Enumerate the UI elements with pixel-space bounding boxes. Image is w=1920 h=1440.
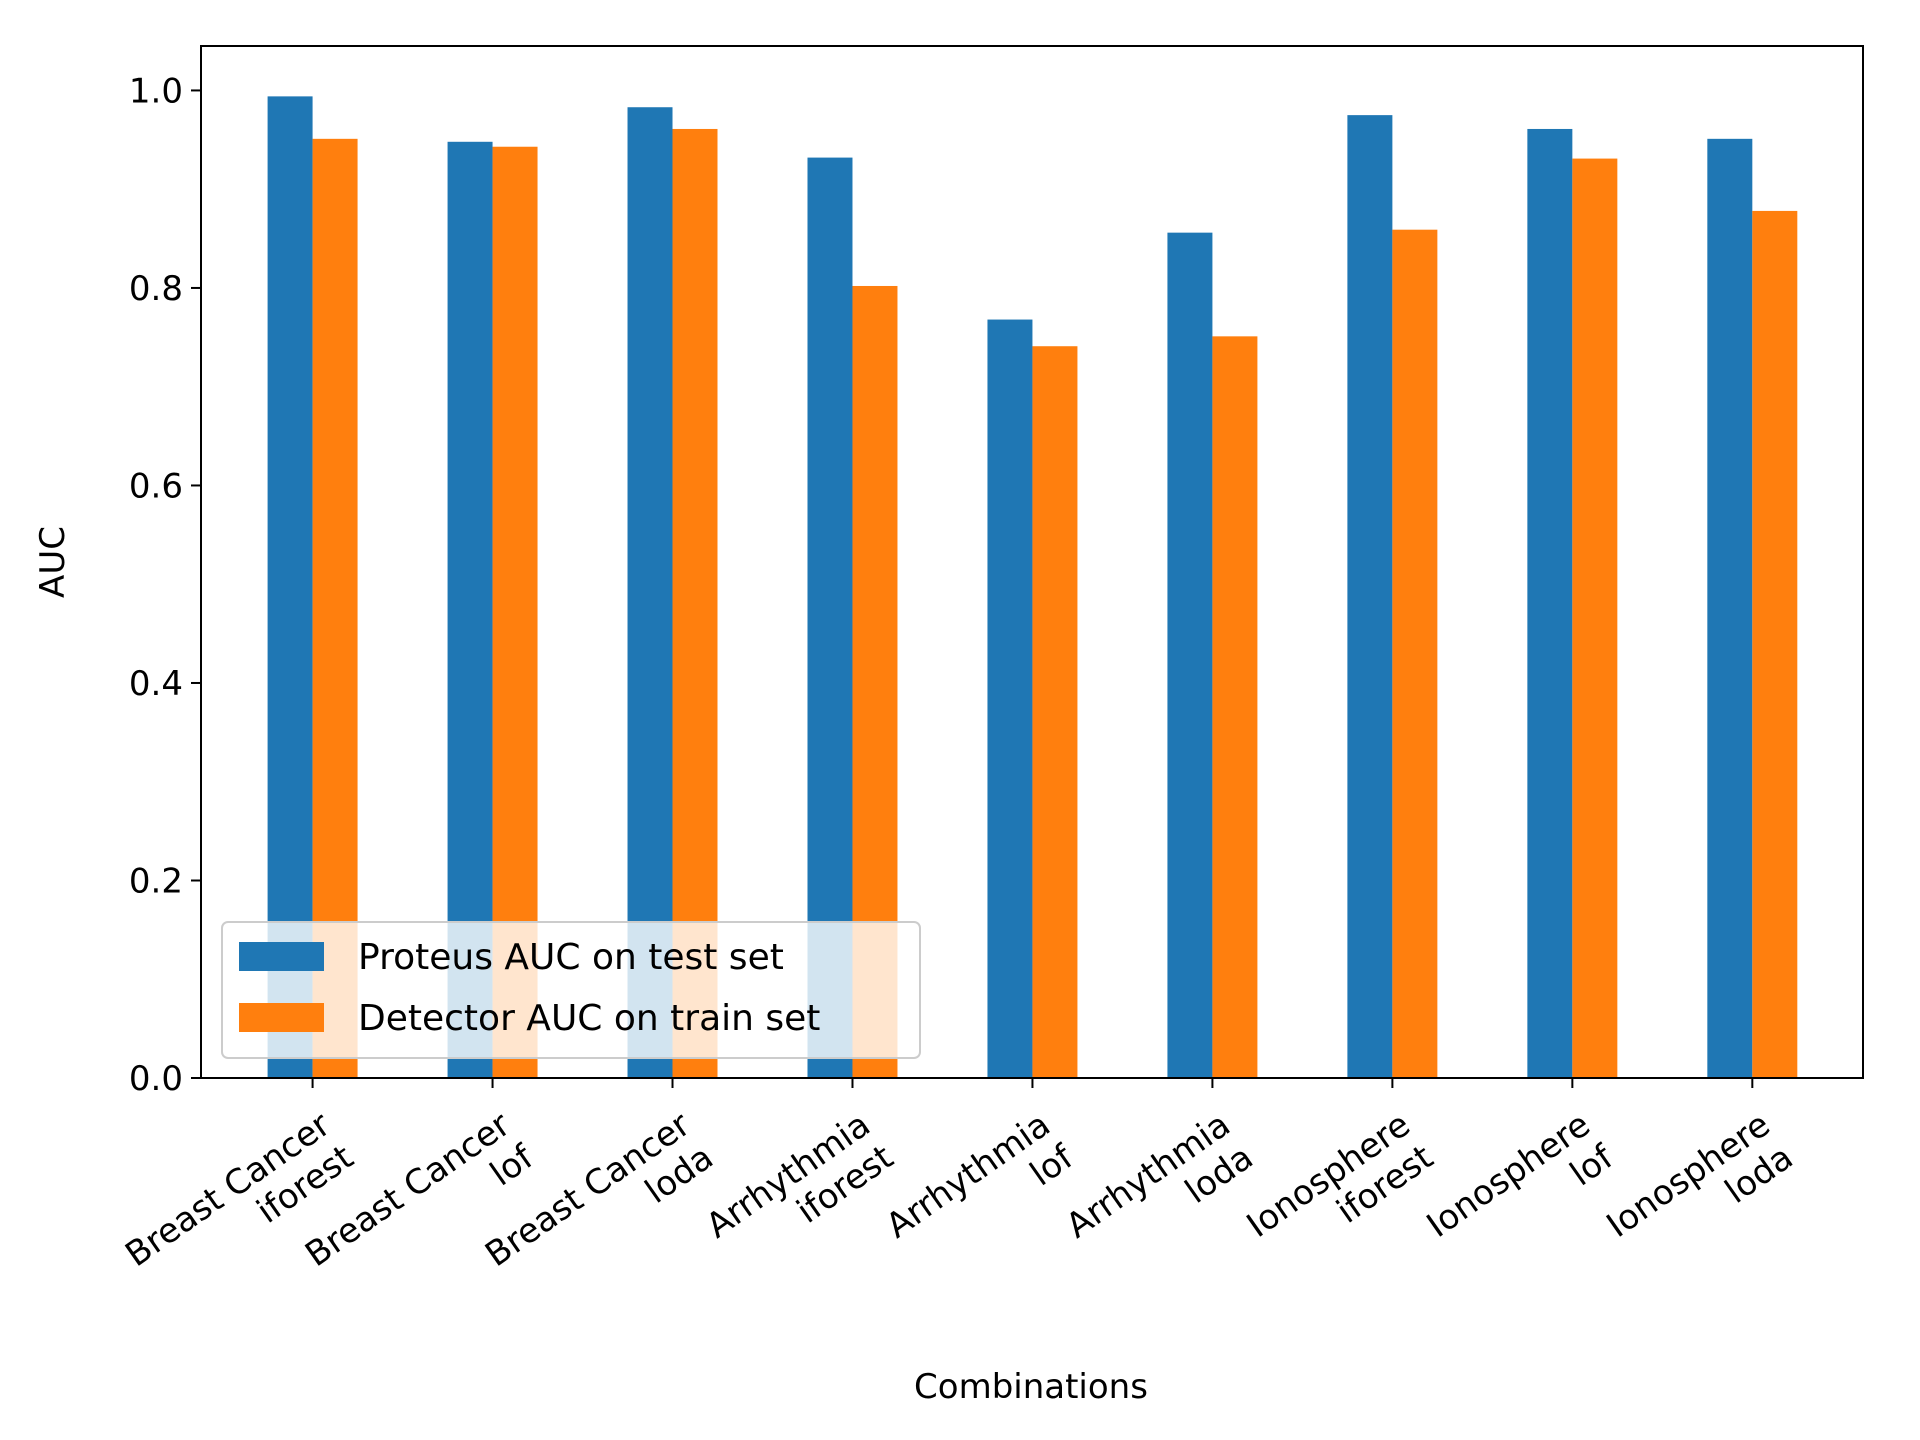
bar-series1-cat6 [1167, 232, 1213, 1078]
y-tick-label: 0.4 [129, 664, 183, 704]
bar-series1-cat9 [1707, 138, 1753, 1078]
y-tick-label: 0.2 [129, 861, 183, 901]
y-tick-label: 1.0 [129, 71, 183, 111]
legend-swatch-1 [239, 942, 324, 971]
bar-series1-cat8 [1527, 128, 1573, 1078]
bar-series2-cat7 [1392, 229, 1438, 1078]
bar-series2-cat5 [1032, 346, 1078, 1079]
y-tick-label: 0.6 [129, 466, 183, 506]
bar-series1-cat1 [267, 96, 313, 1079]
legend: Proteus AUC on test set Detector AUC on t… [221, 921, 921, 1059]
bar-series2-cat3 [672, 128, 718, 1078]
legend-label-1: Proteus AUC on test set [358, 937, 784, 978]
legend-label-2: Detector AUC on train set [358, 998, 820, 1039]
y-axis-label: AUC [33, 526, 73, 598]
x-axis-label: Combinations [914, 1367, 1148, 1407]
bar-series1-cat7 [1347, 115, 1393, 1078]
y-axis: 0.0 0.2 0.4 0.6 0.8 1.0 [129, 71, 201, 1099]
bar-series2-cat6 [1212, 336, 1258, 1079]
y-tick-label: 0.8 [129, 269, 183, 309]
bar-series2-cat8 [1572, 158, 1618, 1078]
y-tick-label: 0.0 [129, 1059, 183, 1099]
bar-series2-cat9 [1752, 210, 1798, 1079]
legend-swatch-2 [239, 1003, 324, 1032]
bar-series1-cat5 [987, 319, 1033, 1078]
bar-series1-cat3 [627, 107, 673, 1079]
legend-box [221, 921, 921, 1059]
